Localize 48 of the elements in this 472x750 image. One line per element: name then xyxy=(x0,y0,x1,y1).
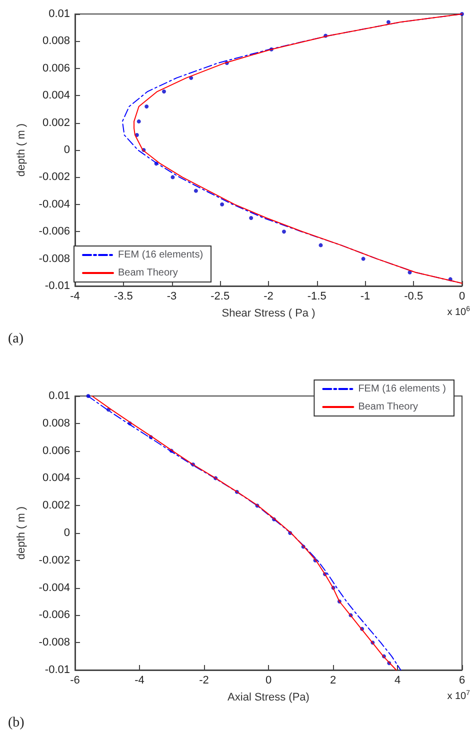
y-tick-label: 0 xyxy=(64,527,70,539)
x-axis-title: Shear Stress ( Pa ) xyxy=(222,308,316,320)
legend-label: FEM (16 elements ) xyxy=(358,384,446,394)
x-tick-label: -3 xyxy=(166,290,177,302)
y-tick-label: -0.006 xyxy=(38,226,70,238)
text: (b) xyxy=(8,716,25,730)
y-axis-title: depth ( m ) xyxy=(16,506,28,560)
x-tick-label: 2 xyxy=(330,674,336,686)
y-tick-label: -0.002 xyxy=(38,171,70,184)
x-tick-label: -6 xyxy=(70,674,80,686)
x-tick-label: -1.5 xyxy=(307,290,326,302)
y-tick-label: -0.01 xyxy=(44,664,70,676)
y-tick-label: -0.004 xyxy=(38,198,70,210)
y-tick-label: 0 xyxy=(64,144,70,156)
y-tick-label: -0.004 xyxy=(38,582,70,594)
y-tick-label: -0.002 xyxy=(38,554,70,566)
y-tick-label: 0.004 xyxy=(42,472,70,484)
x-tick-label: -3.5 xyxy=(114,290,133,302)
x-tick-label: -4 xyxy=(70,290,80,302)
x-tick-label: 4 xyxy=(394,674,401,686)
y-tick-label: -0.008 xyxy=(38,252,70,265)
y-tick-label: -0.006 xyxy=(38,609,70,622)
legend-label: Beam Theory xyxy=(358,402,418,412)
x-tick-label: -2 xyxy=(199,674,209,686)
x-tick-label: -2 xyxy=(264,290,274,302)
x-tick-label: 6 xyxy=(458,674,466,686)
text: (a) xyxy=(8,332,24,346)
y-axis-title: depth ( m ) xyxy=(16,123,28,177)
y-tick-label: -0.01 xyxy=(44,280,70,292)
y-tick-label: 0.006 xyxy=(42,62,70,74)
y-tick-label: 0.006 xyxy=(42,444,70,457)
y-tick-label: 0.008 xyxy=(42,417,70,430)
x-tick-label: -2.5 xyxy=(210,290,230,302)
x-tick-label: 0 xyxy=(265,674,272,686)
y-tick-label: 0.01 xyxy=(48,390,70,402)
legend-label: FEM (16 elements) xyxy=(118,250,204,260)
y-tick-label: 0.004 xyxy=(42,90,70,102)
y-tick-label: -0.008 xyxy=(38,636,70,649)
y-tick-label: 0.002 xyxy=(42,500,70,512)
x-tick-label: -0.5 xyxy=(404,290,424,302)
x-tick-label: -1 xyxy=(360,290,370,302)
y-tick-label: 0.01 xyxy=(48,8,70,20)
y-tick-label: 0.002 xyxy=(42,116,70,129)
x-tick-label: -4 xyxy=(134,674,144,686)
y-tick-label: 0.008 xyxy=(42,35,70,48)
x-axis-title: Axial Stress (Pa) xyxy=(228,692,310,704)
x-tick-label: 0 xyxy=(458,290,466,302)
legend-label: Beam Theory xyxy=(118,268,178,278)
